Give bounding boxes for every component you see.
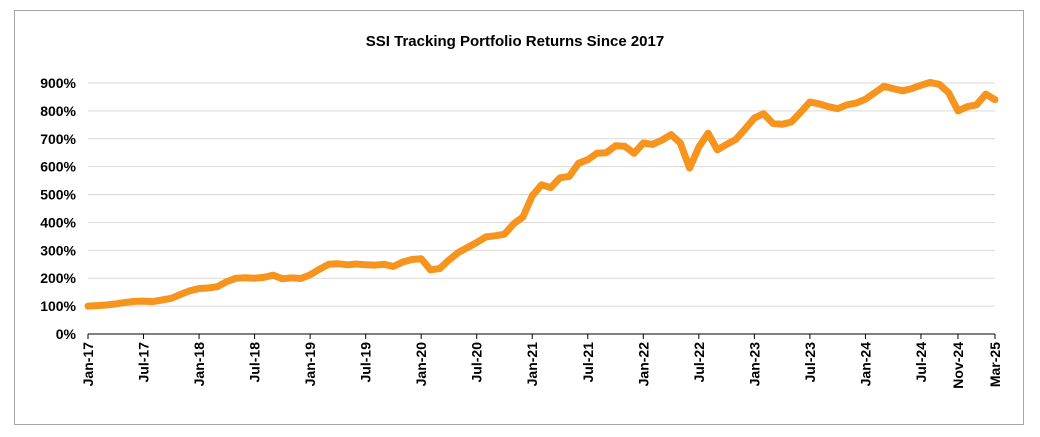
x-axis-labels: Jan-17 Jul-17 Jan-18 Jul-18 Jan-19 Jul-19 Jan-… xyxy=(80,342,1003,389)
x-axis-ticks xyxy=(87,334,996,339)
x-tick-label: Jan-21 xyxy=(524,342,540,387)
chart-title: SSI Tracking Portfolio Returns Since 201… xyxy=(366,33,664,50)
x-tick-label: Nov-24 xyxy=(950,342,966,389)
x-tick-label: Jan-22 xyxy=(635,342,651,387)
x-tick-label: Jan-19 xyxy=(302,342,318,387)
x-tick-label: Jan-24 xyxy=(857,342,873,387)
y-tick-label: 700% xyxy=(40,131,76,147)
y-tick-label: 600% xyxy=(40,159,76,175)
x-tick-label: Jul-19 xyxy=(358,342,374,383)
x-tick-label: Jan-23 xyxy=(746,342,762,387)
y-axis-labels: 0% 100% 200% 300% 400% 500% 600% 700% 800% 900% xyxy=(40,75,76,342)
x-tick-label: Jan-17 xyxy=(80,342,96,387)
gridlines xyxy=(88,82,995,307)
y-tick-label: 0% xyxy=(56,326,77,342)
x-tick-label: Jul-20 xyxy=(469,342,485,383)
x-tick-label: Jul-22 xyxy=(691,342,707,383)
y-tick-label: 800% xyxy=(40,103,76,119)
y-tick-label: 100% xyxy=(40,298,76,314)
x-tick-label: Jan-20 xyxy=(413,342,429,387)
x-tick-label: Jul-23 xyxy=(802,342,818,383)
y-tick-label: 900% xyxy=(40,75,76,91)
y-tick-label: 500% xyxy=(40,187,76,203)
y-tick-label: 300% xyxy=(40,242,76,258)
x-tick-label: Jul-17 xyxy=(136,342,152,383)
series-line xyxy=(84,78,999,310)
x-tick-label: Jul-21 xyxy=(580,342,596,383)
x-tick-label: Jul-24 xyxy=(913,342,929,383)
x-tick-label: Mar-25 xyxy=(987,342,1003,387)
y-tick-label: 400% xyxy=(40,214,76,230)
x-tick-label: Jan-18 xyxy=(191,342,207,387)
x-tick-label: Jul-18 xyxy=(247,342,263,383)
y-tick-label: 200% xyxy=(40,270,76,286)
